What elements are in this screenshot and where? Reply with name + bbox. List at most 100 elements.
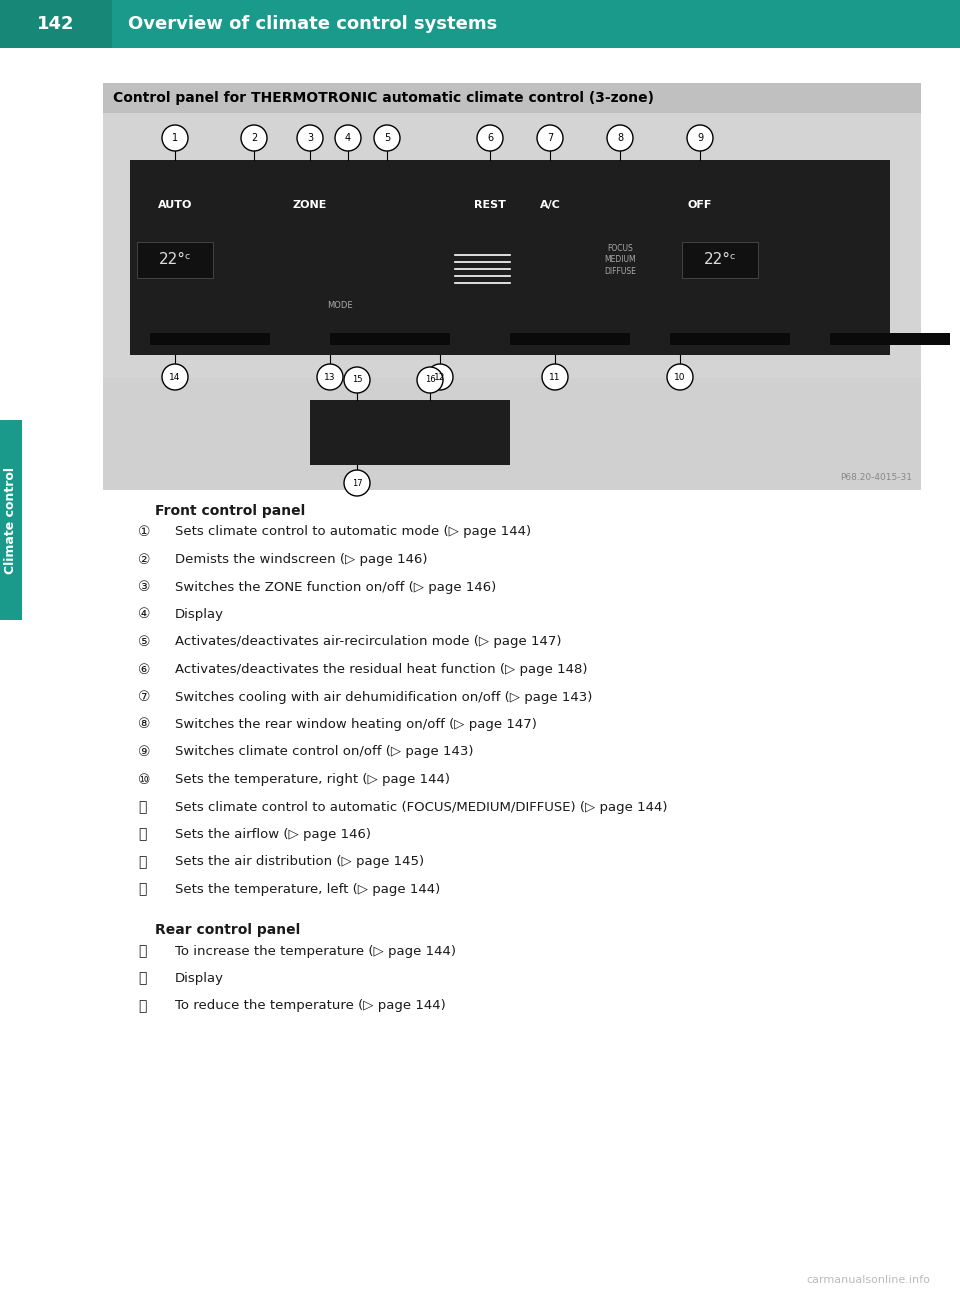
Circle shape [607,125,633,151]
Circle shape [335,125,361,151]
Text: ⑬: ⑬ [138,855,146,868]
Text: ⑰: ⑰ [138,999,146,1013]
Text: ⑮: ⑮ [138,944,146,958]
Circle shape [477,125,503,151]
Circle shape [241,125,267,151]
Text: 12: 12 [434,372,445,381]
Text: Switches the rear window heating on/off (▷ page 147): Switches the rear window heating on/off … [175,717,537,730]
FancyBboxPatch shape [103,378,921,490]
Circle shape [344,470,370,496]
Text: 7: 7 [547,133,553,143]
Text: ⑤: ⑤ [138,635,151,648]
FancyBboxPatch shape [830,333,950,345]
Text: ⑩: ⑩ [138,772,151,786]
Text: OFF: OFF [687,201,712,210]
Text: Sets the temperature, left (▷ page 144): Sets the temperature, left (▷ page 144) [175,883,441,896]
Text: Demists the windscreen (▷ page 146): Demists the windscreen (▷ page 146) [175,553,427,566]
Text: Rear control panel: Rear control panel [155,923,300,937]
Text: ③: ③ [138,579,151,594]
Circle shape [667,365,693,391]
Text: Display: Display [175,608,224,621]
Text: Sets the temperature, right (▷ page 144): Sets the temperature, right (▷ page 144) [175,773,450,786]
FancyBboxPatch shape [137,242,213,279]
Text: 6: 6 [487,133,493,143]
Text: 13: 13 [324,372,336,381]
Circle shape [417,367,443,393]
FancyBboxPatch shape [0,421,22,620]
FancyBboxPatch shape [682,242,758,279]
Text: A/C: A/C [540,201,561,210]
Text: ⑭: ⑭ [138,883,146,897]
Circle shape [374,125,400,151]
Text: ⑨: ⑨ [138,745,151,759]
Circle shape [427,365,453,391]
Text: 14: 14 [169,372,180,381]
Text: To reduce the temperature (▷ page 144): To reduce the temperature (▷ page 144) [175,1000,445,1013]
FancyBboxPatch shape [670,333,790,345]
Text: ①: ① [138,525,151,539]
Text: ZONE: ZONE [293,201,327,210]
Text: ④: ④ [138,608,151,621]
Circle shape [162,125,188,151]
Text: Overview of climate control systems: Overview of climate control systems [128,16,497,33]
Circle shape [344,367,370,393]
Text: 3: 3 [307,133,313,143]
Text: ②: ② [138,552,151,566]
Text: P68.20-4015-31: P68.20-4015-31 [840,473,912,482]
Text: Sets climate control to automatic mode (▷ page 144): Sets climate control to automatic mode (… [175,526,531,539]
Text: To increase the temperature (▷ page 144): To increase the temperature (▷ page 144) [175,944,456,957]
Text: 2: 2 [251,133,257,143]
Text: ⑦: ⑦ [138,690,151,704]
Text: Switches climate control on/off (▷ page 143): Switches climate control on/off (▷ page … [175,746,473,759]
Text: ⑫: ⑫ [138,828,146,841]
Text: Sets climate control to automatic (FOCUS/MEDIUM/DIFFUSE) (▷ page 144): Sets climate control to automatic (FOCUS… [175,801,667,814]
Text: FOCUS
MEDIUM
DIFFUSE: FOCUS MEDIUM DIFFUSE [604,243,636,276]
FancyBboxPatch shape [103,83,921,113]
Text: ⑪: ⑪ [138,799,146,814]
Text: Climate control: Climate control [5,466,17,573]
Text: 17: 17 [351,479,362,487]
Text: 16: 16 [424,375,435,384]
Text: Activates/deactivates the residual heat function (▷ page 148): Activates/deactivates the residual heat … [175,663,588,676]
Circle shape [162,365,188,391]
Circle shape [537,125,563,151]
Text: 22°ᶜ: 22°ᶜ [158,253,191,267]
Text: Display: Display [175,973,224,986]
Text: Activates/deactivates air-recirculation mode (▷ page 147): Activates/deactivates air-recirculation … [175,635,562,648]
Circle shape [317,365,343,391]
FancyBboxPatch shape [330,333,450,345]
FancyBboxPatch shape [510,333,630,345]
Text: MODE: MODE [327,301,353,310]
Text: carmanualsonline.info: carmanualsonline.info [806,1275,930,1285]
FancyBboxPatch shape [150,333,270,345]
Text: 10: 10 [674,372,685,381]
Text: 8: 8 [617,133,623,143]
Text: 9: 9 [697,133,703,143]
Text: 4: 4 [345,133,351,143]
Text: 22°ᶜ: 22°ᶜ [704,253,736,267]
Text: ⑯: ⑯ [138,971,146,986]
Circle shape [687,125,713,151]
FancyBboxPatch shape [103,113,921,490]
Text: Switches cooling with air dehumidification on/off (▷ page 143): Switches cooling with air dehumidificati… [175,690,592,703]
Text: Sets the air distribution (▷ page 145): Sets the air distribution (▷ page 145) [175,855,424,868]
Text: AUTO: AUTO [157,201,192,210]
Text: Sets the airflow (▷ page 146): Sets the airflow (▷ page 146) [175,828,371,841]
Text: Front control panel: Front control panel [155,504,305,518]
Text: 15: 15 [351,375,362,384]
FancyBboxPatch shape [130,160,890,355]
Text: ⑧: ⑧ [138,717,151,732]
FancyBboxPatch shape [310,400,510,465]
Text: 1: 1 [172,133,178,143]
FancyBboxPatch shape [0,0,112,48]
Text: REST: REST [474,201,506,210]
Circle shape [297,125,323,151]
Text: 5: 5 [384,133,390,143]
Text: Switches the ZONE function on/off (▷ page 146): Switches the ZONE function on/off (▷ pag… [175,581,496,594]
Text: ⑥: ⑥ [138,663,151,677]
Text: Control panel for THERMOTRONIC automatic climate control (3-zone): Control panel for THERMOTRONIC automatic… [113,91,654,105]
Circle shape [542,365,568,391]
FancyBboxPatch shape [0,0,960,48]
Text: 142: 142 [37,16,75,33]
Text: 11: 11 [549,372,561,381]
